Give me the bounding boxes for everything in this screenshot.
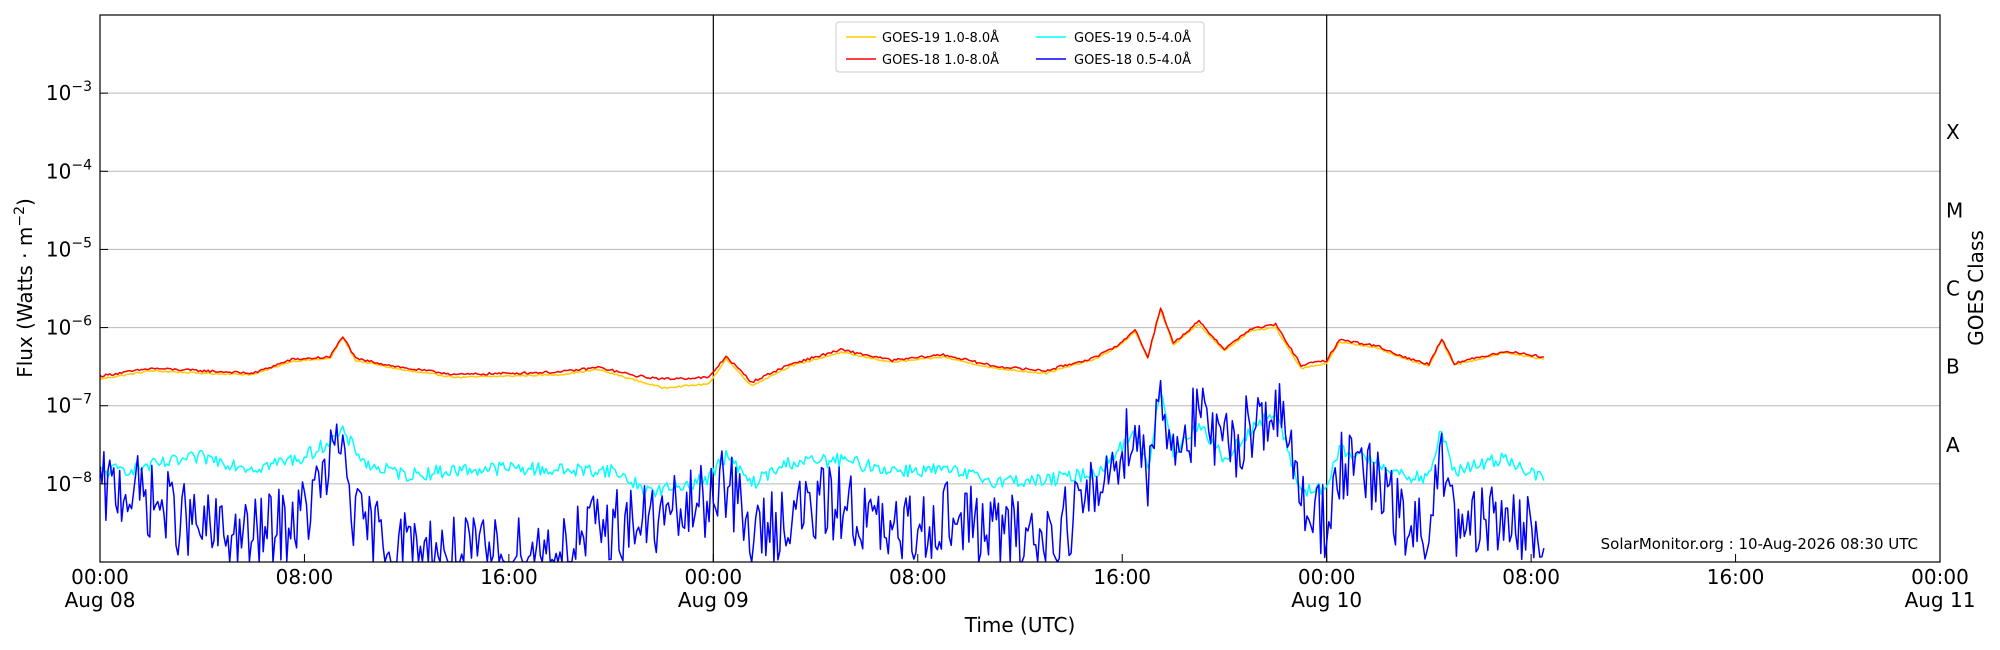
plot-frame bbox=[99, 14, 1941, 563]
watermark: SolarMonitor.org : 10-Aug-2026 08:30 UTC bbox=[1601, 535, 1918, 553]
legend: GOES-19 1.0-8.0Å GOES-18 1.0-8.0Å GOES-1… bbox=[835, 21, 1205, 73]
x-tick-label: 00:00 bbox=[1298, 565, 1356, 589]
y-tick-label: 10−4 bbox=[46, 157, 92, 183]
x-tick-label: 16:00 bbox=[1093, 565, 1151, 589]
y-tick-label: 10−8 bbox=[46, 470, 92, 496]
series-line bbox=[100, 391, 1545, 498]
right-axis-title: GOES Class bbox=[1964, 230, 1988, 346]
goes-class-label: B bbox=[1946, 355, 1960, 379]
x-tick-label: 00:00 bbox=[1911, 565, 1969, 589]
legend-label-goes18-short: GOES-18 0.5-4.0Å bbox=[1074, 52, 1191, 68]
x-tick-label: 00:00 bbox=[685, 565, 743, 589]
y-axis-ticks: 10−8 10−7 10−6 10−5 10−4 10−3 bbox=[46, 79, 108, 496]
series-lines bbox=[100, 307, 1545, 562]
x-tick-date-label: Aug 11 bbox=[1905, 588, 1976, 612]
plot-background bbox=[100, 15, 1940, 562]
x-tick-label: 08:00 bbox=[1502, 565, 1560, 589]
x-tick-label: 08:00 bbox=[276, 565, 334, 589]
legend-label-goes18-long: GOES-18 1.0-8.0Å bbox=[882, 52, 999, 68]
y-tick-label: 10−7 bbox=[46, 392, 92, 418]
y-tick-label: 10−6 bbox=[46, 314, 92, 340]
y-axis-title-close: ) bbox=[13, 198, 37, 206]
y-axis-title-text: Flux (Watts · m bbox=[13, 227, 37, 378]
goes-class-labels: A B C M X bbox=[1946, 120, 1963, 457]
x-tick-date-label: Aug 10 bbox=[1291, 588, 1362, 612]
series-line bbox=[100, 308, 1545, 390]
x-tick-label: 00:00 bbox=[71, 565, 129, 589]
legend-label-goes19-long: GOES-19 1.0-8.0Å bbox=[882, 30, 999, 46]
x-tick-label: 16:00 bbox=[480, 565, 538, 589]
series-line bbox=[100, 379, 1545, 562]
y-axis-title: Flux (Watts · m−2) bbox=[12, 198, 37, 378]
x-tick-date-label: Aug 08 bbox=[65, 588, 136, 612]
x-tick-date-label: Aug 09 bbox=[678, 588, 749, 612]
series-line bbox=[100, 307, 1544, 384]
x-axis-title: Time (UTC) bbox=[964, 613, 1076, 637]
grid-lines bbox=[100, 92, 1940, 485]
legend-box bbox=[835, 21, 1205, 73]
x-tick-label: 16:00 bbox=[1707, 565, 1765, 589]
legend-label-goes19-short: GOES-19 0.5-4.0Å bbox=[1074, 30, 1191, 46]
y-tick-label: 10−3 bbox=[46, 79, 92, 105]
goes-class-label: C bbox=[1946, 277, 1960, 301]
y-axis-title-exponent: −2 bbox=[12, 206, 28, 227]
y-tick-label: 10−5 bbox=[46, 235, 92, 261]
x-tick-label: 08:00 bbox=[889, 565, 947, 589]
goes-class-label: A bbox=[1946, 433, 1960, 457]
goes-class-label: M bbox=[1946, 198, 1963, 222]
goes-class-label: X bbox=[1946, 120, 1960, 144]
